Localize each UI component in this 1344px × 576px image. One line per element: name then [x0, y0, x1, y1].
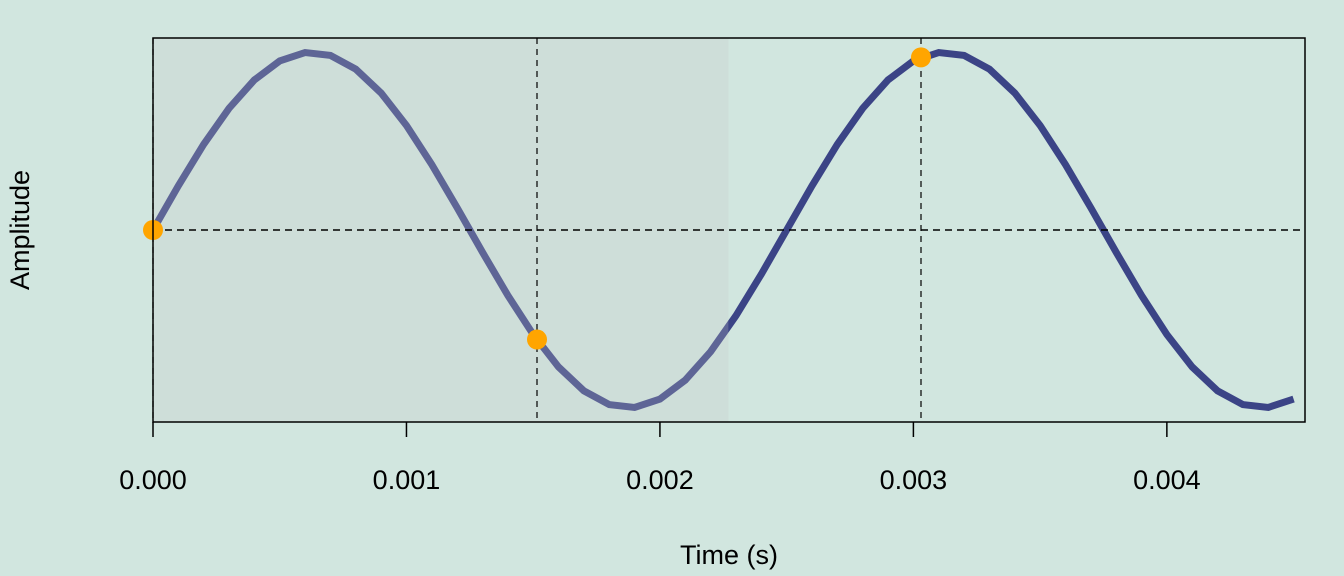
x-axis-label: Time (s): [680, 540, 778, 570]
x-tick-label: 0.001: [373, 465, 441, 495]
highlight-region: [153, 38, 729, 422]
y-axis-label: Amplitude: [5, 170, 35, 290]
sample-point: [527, 329, 547, 350]
sample-point: [911, 47, 931, 68]
x-tick-label: 0.003: [880, 465, 948, 495]
x-tick-label: 0.002: [626, 465, 694, 495]
x-tick-label: 0.004: [1133, 465, 1201, 495]
plot-frame: [152, 37, 1306, 423]
x-tick-label: 0.000: [119, 465, 187, 495]
